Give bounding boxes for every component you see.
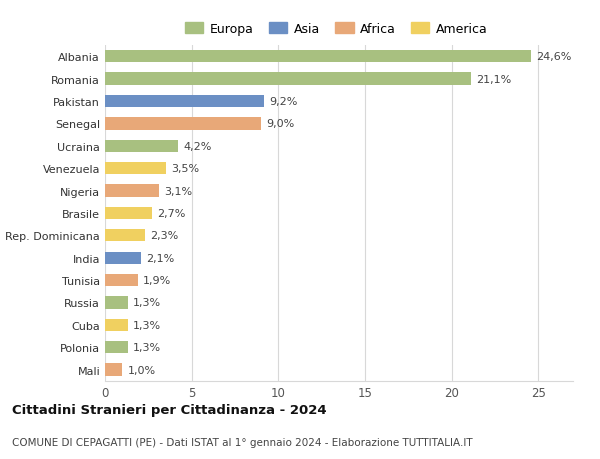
Bar	[105, 364, 122, 376]
Text: 2,3%: 2,3%	[150, 231, 178, 241]
Bar	[105, 185, 159, 197]
Text: 9,0%: 9,0%	[266, 119, 295, 129]
Legend: Europa, Asia, Africa, America: Europa, Asia, Africa, America	[179, 18, 493, 41]
Text: 1,3%: 1,3%	[133, 298, 161, 308]
Bar	[105, 73, 471, 85]
Bar	[105, 51, 532, 63]
Text: 3,1%: 3,1%	[164, 186, 192, 196]
Bar	[105, 118, 261, 130]
Bar	[105, 274, 138, 286]
Bar	[105, 162, 166, 175]
Bar	[105, 207, 152, 219]
Bar	[105, 230, 145, 242]
Bar	[105, 252, 142, 264]
Bar	[105, 341, 128, 353]
Bar	[105, 95, 265, 108]
Text: 1,9%: 1,9%	[143, 275, 172, 285]
Bar	[105, 297, 128, 309]
Text: Cittadini Stranieri per Cittadinanza - 2024: Cittadini Stranieri per Cittadinanza - 2…	[12, 403, 326, 416]
Text: 9,2%: 9,2%	[269, 97, 298, 107]
Text: COMUNE DI CEPAGATTI (PE) - Dati ISTAT al 1° gennaio 2024 - Elaborazione TUTTITAL: COMUNE DI CEPAGATTI (PE) - Dati ISTAT al…	[12, 437, 473, 447]
Text: 3,5%: 3,5%	[171, 164, 199, 174]
Text: 24,6%: 24,6%	[536, 52, 572, 62]
Text: 1,3%: 1,3%	[133, 342, 161, 353]
Text: 1,0%: 1,0%	[128, 365, 155, 375]
Text: 2,7%: 2,7%	[157, 208, 185, 218]
Text: 4,2%: 4,2%	[183, 141, 211, 151]
Bar	[105, 319, 128, 331]
Bar	[105, 140, 178, 152]
Text: 21,1%: 21,1%	[476, 74, 511, 84]
Text: 2,1%: 2,1%	[146, 253, 175, 263]
Text: 1,3%: 1,3%	[133, 320, 161, 330]
